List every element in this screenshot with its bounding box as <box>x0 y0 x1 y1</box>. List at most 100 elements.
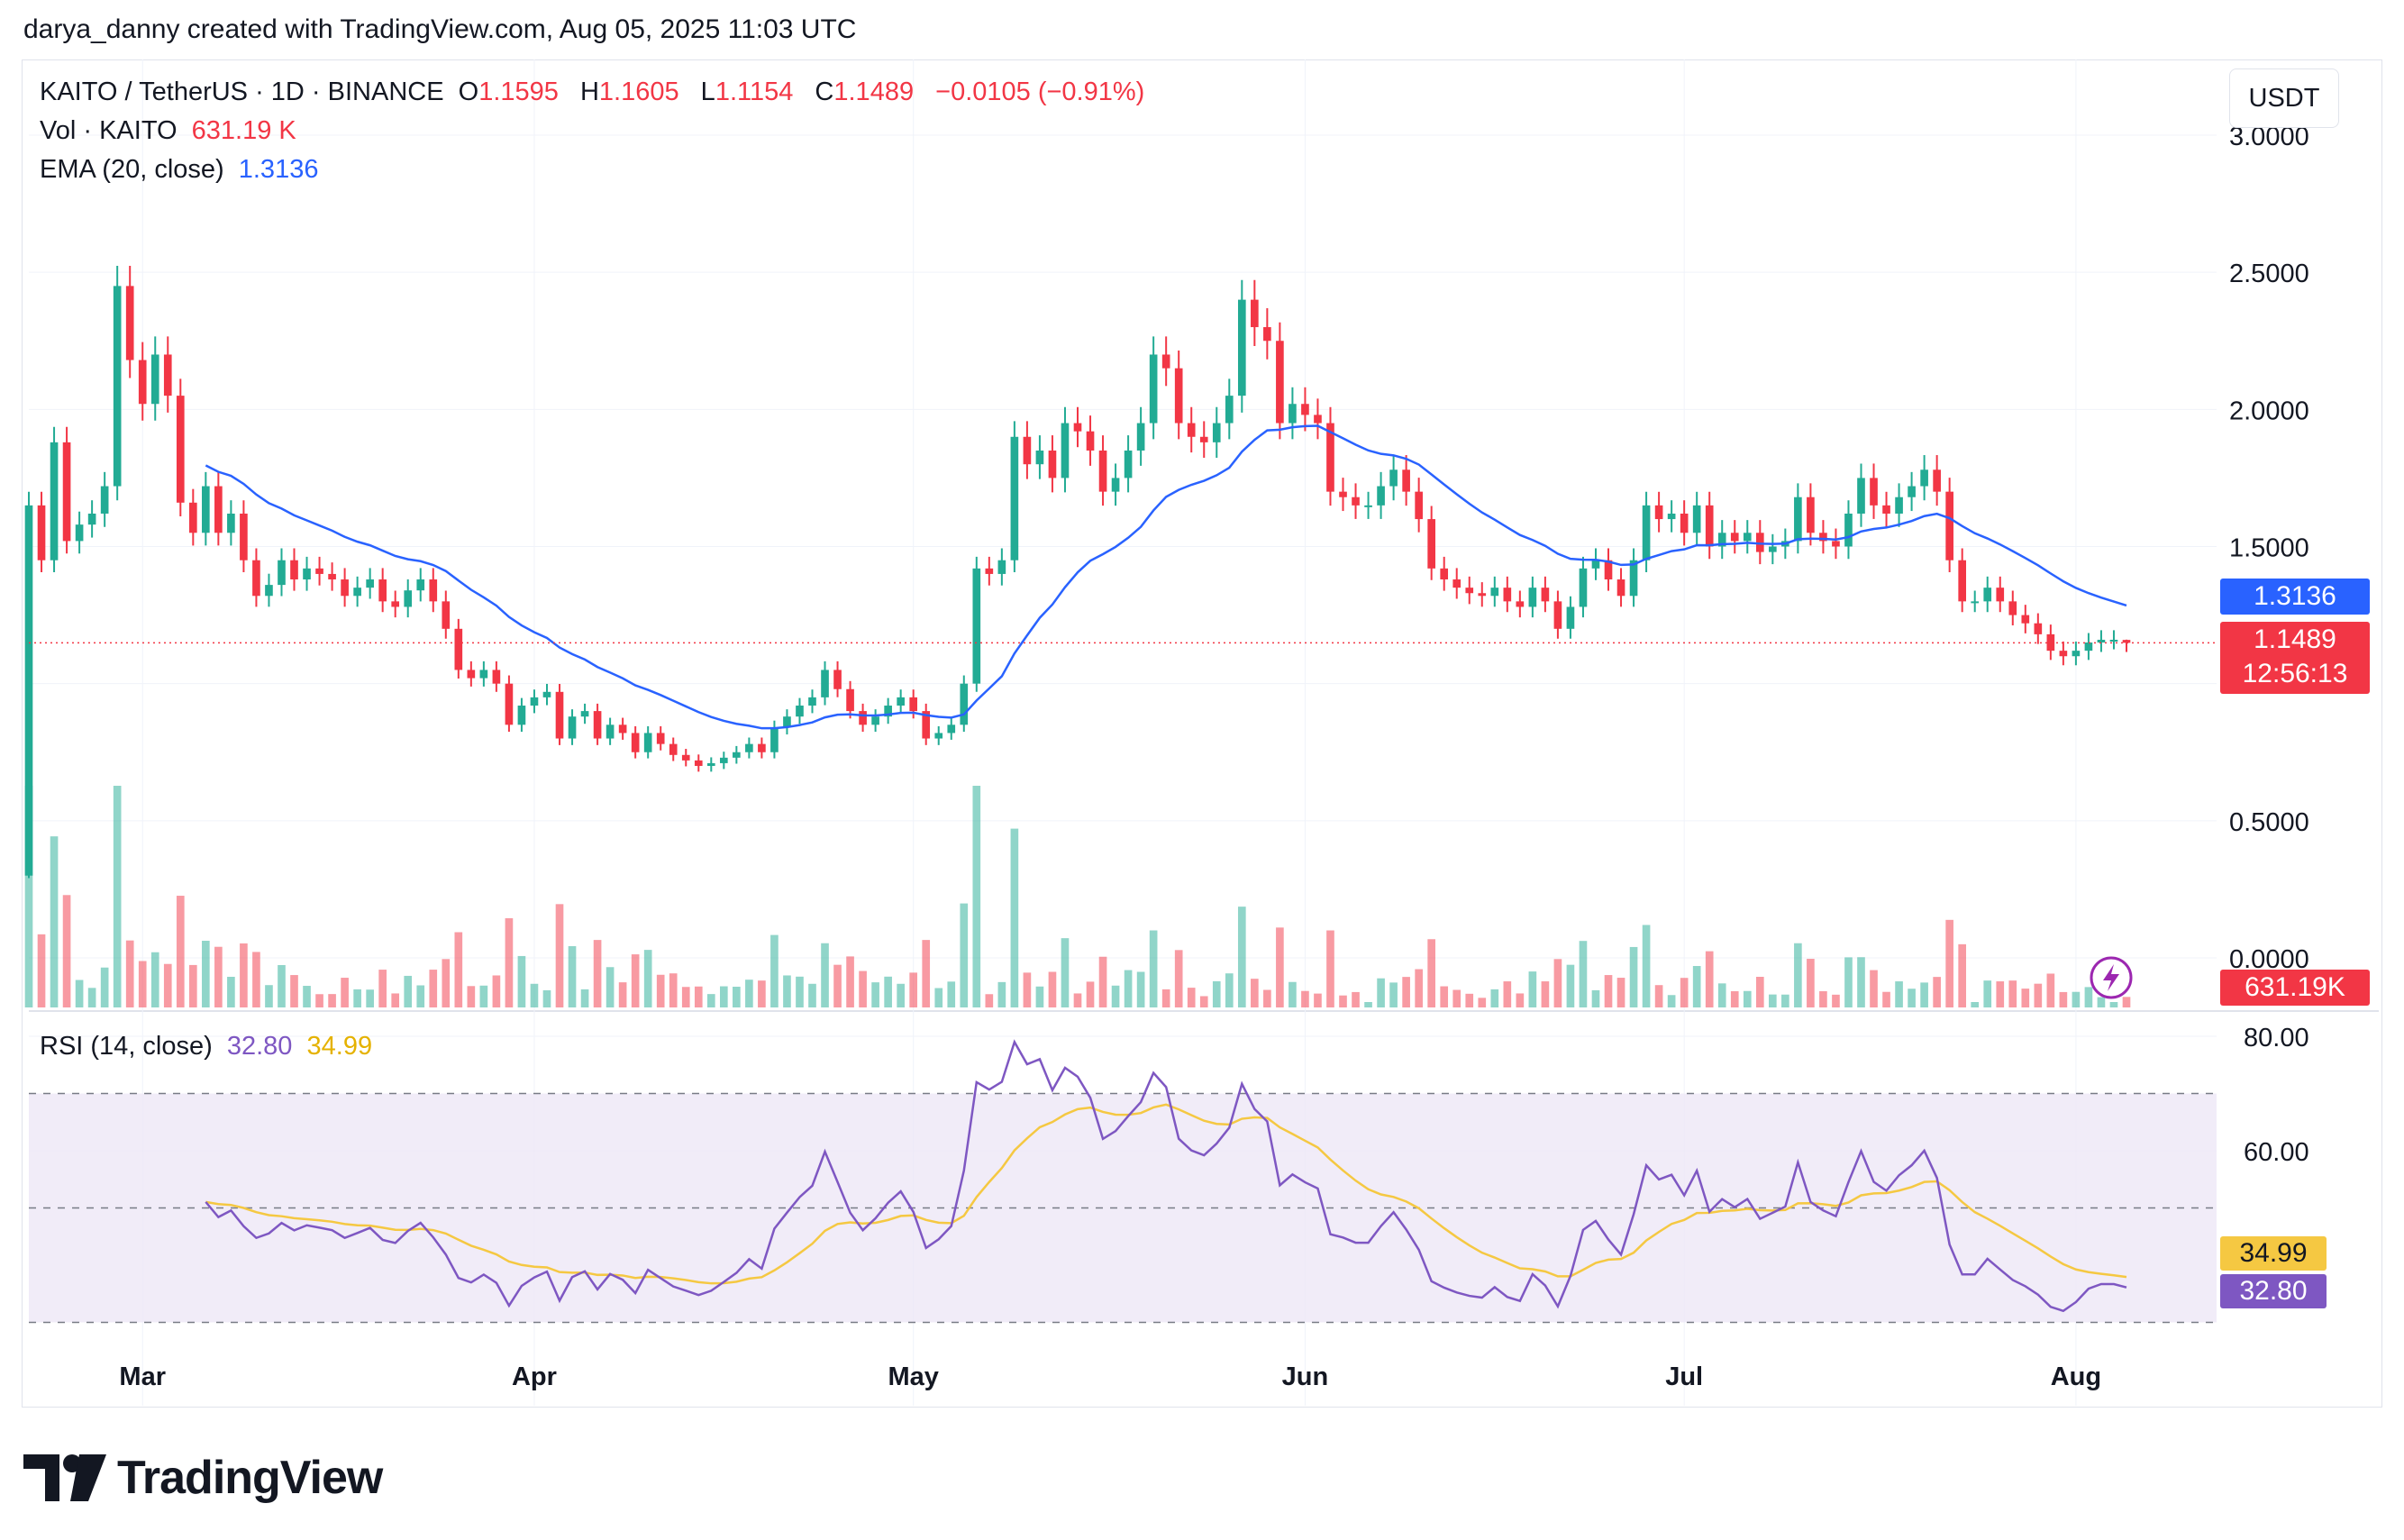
volume-bar <box>1314 993 1322 1007</box>
candle-body <box>1642 505 1651 560</box>
volume-bar <box>404 975 413 1007</box>
candle-body <box>745 743 753 752</box>
candle-body <box>1035 450 1044 465</box>
candle-body <box>265 585 273 597</box>
last-price-tag: 1.1489 12:56:13 <box>2220 622 2370 694</box>
volume-bar <box>1225 973 1234 1007</box>
legend-volume: Vol · KAITO 631.19 K <box>40 116 304 146</box>
candle-body <box>214 486 223 533</box>
ema-line <box>205 424 2127 730</box>
candle-body <box>631 733 640 752</box>
volume-bar <box>202 941 210 1007</box>
rsi-tag: 32.80 <box>2220 1274 2327 1308</box>
candle-body <box>1187 423 1196 437</box>
candle-body <box>202 486 210 533</box>
price-tick-label: 0.5000 <box>2229 808 2309 837</box>
currency-selector[interactable]: USDT <box>2229 68 2339 128</box>
legend-symbol[interactable]: KAITO / TetherUS · 1D · BINANCE <box>40 77 444 106</box>
candle-body <box>985 568 994 574</box>
volume-bar <box>542 989 551 1007</box>
candle-body <box>1755 533 1764 552</box>
volume-bar <box>909 972 918 1007</box>
candle-body <box>1010 436 1019 560</box>
candle-body <box>897 697 905 706</box>
candle-body <box>1958 560 1967 602</box>
candle-body <box>1616 579 1625 597</box>
candle-body <box>1528 588 1537 607</box>
candle-body <box>1402 469 1410 492</box>
volume-bar <box>1832 994 1840 1007</box>
volume-bar <box>783 975 791 1007</box>
volume-bar <box>985 994 994 1007</box>
candle-body <box>1933 469 1941 492</box>
candle-body <box>113 286 122 487</box>
candle-body <box>1251 299 1259 328</box>
volume-bar <box>2046 973 2055 1007</box>
volume-bar <box>1743 990 1752 1007</box>
volume-bar <box>2072 991 2081 1007</box>
volume-bar <box>1819 991 1827 1007</box>
candle-body <box>479 670 488 679</box>
candle-body <box>341 579 349 597</box>
candle-body <box>1667 513 1676 520</box>
volume-bar <box>214 946 223 1007</box>
volume-bar <box>1276 927 1284 1007</box>
volume-bar <box>1807 959 1815 1007</box>
candle-body <box>1882 505 1890 514</box>
rsi-background <box>29 1093 2217 1323</box>
candle-body <box>997 560 1006 574</box>
candle-body <box>2109 639 2118 642</box>
candle-body <box>618 724 627 734</box>
volume-bar <box>1654 985 1663 1007</box>
volume-bar <box>808 983 816 1007</box>
candle-body <box>1908 486 1916 497</box>
volume-bar <box>733 987 741 1007</box>
volume-bar <box>2084 987 2093 1007</box>
candle-body <box>1339 491 1347 497</box>
ema-price-tag: 1.3136 <box>2220 579 2370 615</box>
volume-bar <box>1983 980 1992 1007</box>
candle-body <box>1237 299 1246 396</box>
price-tick-label: 2.5000 <box>2229 260 2309 288</box>
volume-bar <box>1490 989 1499 1007</box>
candle-body <box>1149 354 1158 424</box>
volume-bar <box>1958 943 1967 1007</box>
candle-body <box>1326 423 1334 492</box>
volume-bar <box>87 988 96 1007</box>
volume-bar <box>1755 977 1764 1007</box>
volume-bar <box>1920 982 1928 1007</box>
candle-body <box>2008 601 2017 615</box>
tradingview-logo[interactable]: TradingView <box>23 1451 383 1505</box>
volume-bar <box>796 976 804 1007</box>
ema-layer <box>205 424 2127 730</box>
volume-bar <box>366 989 374 1007</box>
volume-bar <box>150 952 159 1007</box>
volume-bar <box>454 932 463 1007</box>
candle-body <box>366 579 374 588</box>
candle-body <box>391 601 400 607</box>
last-price-value: 1.1489 <box>2254 624 2336 654</box>
candle-body <box>758 743 766 752</box>
volume-bar <box>1692 966 1701 1007</box>
candle-body <box>1199 436 1208 442</box>
volume-bar <box>1870 970 1878 1007</box>
volume-bar <box>618 982 627 1007</box>
volume-bar <box>884 976 892 1007</box>
volume-bar <box>1579 941 1588 1007</box>
volume-bar <box>1667 995 1676 1007</box>
candle-body <box>1023 436 1032 465</box>
volume-bar <box>1857 957 1865 1007</box>
candle-body <box>770 727 779 752</box>
volume-bar <box>1251 979 1259 1007</box>
candle-body <box>62 442 71 542</box>
volume-bar <box>1352 991 1360 1007</box>
volume-bar <box>467 986 476 1007</box>
candle-body <box>1794 497 1802 542</box>
volume-bar <box>1402 977 1410 1007</box>
volume-bar <box>846 956 854 1007</box>
volume-bar <box>328 994 336 1007</box>
volume-bar <box>1945 919 1953 1007</box>
lightning-icon[interactable] <box>2089 955 2134 1000</box>
candle-body <box>1730 533 1739 542</box>
